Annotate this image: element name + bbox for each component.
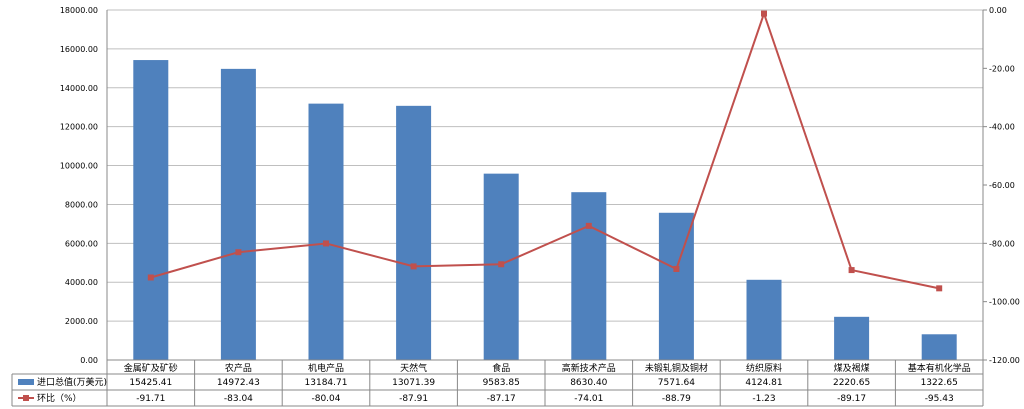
legend-label: 进口总值(万美元) [37,376,107,388]
bar [921,334,957,360]
line-point [848,267,855,274]
y-right-tick-label: -100.00 [989,298,1020,307]
bar [746,279,782,360]
line-point [235,249,242,256]
bar [571,192,607,360]
data-label: -91.71 [136,394,165,404]
line-point [147,274,154,281]
category-label: 高新技术产品 [562,362,616,374]
data-label: -87.17 [487,394,516,404]
data-label: -87.91 [399,394,428,404]
category-label: 未锻轧铜及铜材 [645,362,708,374]
y-left-tick-label: 8000.00 [65,200,98,209]
data-label: -83.04 [224,394,253,404]
data-label: -89.17 [837,394,866,404]
bar [220,68,256,360]
data-table: 金属矿及矿砂 农产品 机电产品 天然气 食品 高新技术产品 未锻轧铜及铜材 纺织原料 煤及褐煤 基… [11,359,984,407]
data-label: 13184.71 [305,378,348,388]
data-label: 7571.64 [658,378,695,388]
y-left-tick-label: 6000.00 [65,239,98,248]
y-right-tick-label: -60.00 [989,181,1015,190]
data-label: -88.79 [662,394,691,404]
y-right-tick-label: 0.00 [989,6,1007,15]
y-right-tick-label: -40.00 [989,123,1015,132]
y-right-tick-label: -20.00 [989,64,1015,73]
data-label: 13071.39 [392,378,435,388]
legend-key-marker [23,395,29,401]
data-label: 8630.40 [570,378,607,388]
data-label: 14972.43 [217,378,260,388]
data-label: 2220.65 [833,378,870,388]
category-label: 机电产品 [308,362,344,374]
y-left-tick-label: 10000.00 [60,162,98,171]
line-point [585,222,592,229]
data-label: 15425.41 [129,378,172,388]
data-label: 1322.65 [921,378,958,388]
line-point [761,10,767,17]
category-label: 金属矿及矿砂 [124,362,178,374]
data-label: -95.43 [925,394,954,404]
data-label: -74.01 [574,394,603,404]
y-left-tick-label: 2000.00 [65,317,98,326]
line-point [410,263,417,270]
y-left-tick-label: 18000.00 [60,6,98,15]
line-point [936,285,943,292]
bar [396,105,432,361]
y-left-tick-label: 12000.00 [60,123,98,132]
data-label: -1.23 [752,394,775,404]
category-label: 食品 [492,362,510,374]
category-label: 煤及褐煤 [834,362,870,374]
line-series-path [150,12,940,290]
axes: 0.00 2000.00 4000.00 6000.00 8000.00 10000.00… [60,6,1020,365]
category-label: 农产品 [225,362,252,374]
category-label: 天然气 [400,362,427,374]
legend-key-bar [18,379,34,385]
line-point [673,265,680,272]
y-left-tick-label: 14000.00 [60,84,98,93]
data-label: 9583.85 [483,378,520,388]
category-label: 纺织原料 [746,362,782,374]
data-label: -80.04 [311,394,340,404]
data-label: 4124.81 [745,378,782,388]
legend-label: 环比（%） [37,392,82,404]
line-point [323,240,329,247]
y-right-tick-label: -120.00 [989,356,1020,365]
line-point [498,261,505,268]
y-left-tick-label: 4000.00 [65,278,98,287]
bar [308,103,344,360]
y-left-tick-label: 16000.00 [60,45,98,54]
y-left-tick-label: 0.00 [80,356,98,365]
y-right-tick-label: -80.00 [989,239,1015,248]
bar [834,316,870,360]
bar-series [133,60,957,361]
line-series [147,10,943,292]
category-label: 基本有机化学品 [908,362,971,374]
bar [133,60,169,361]
